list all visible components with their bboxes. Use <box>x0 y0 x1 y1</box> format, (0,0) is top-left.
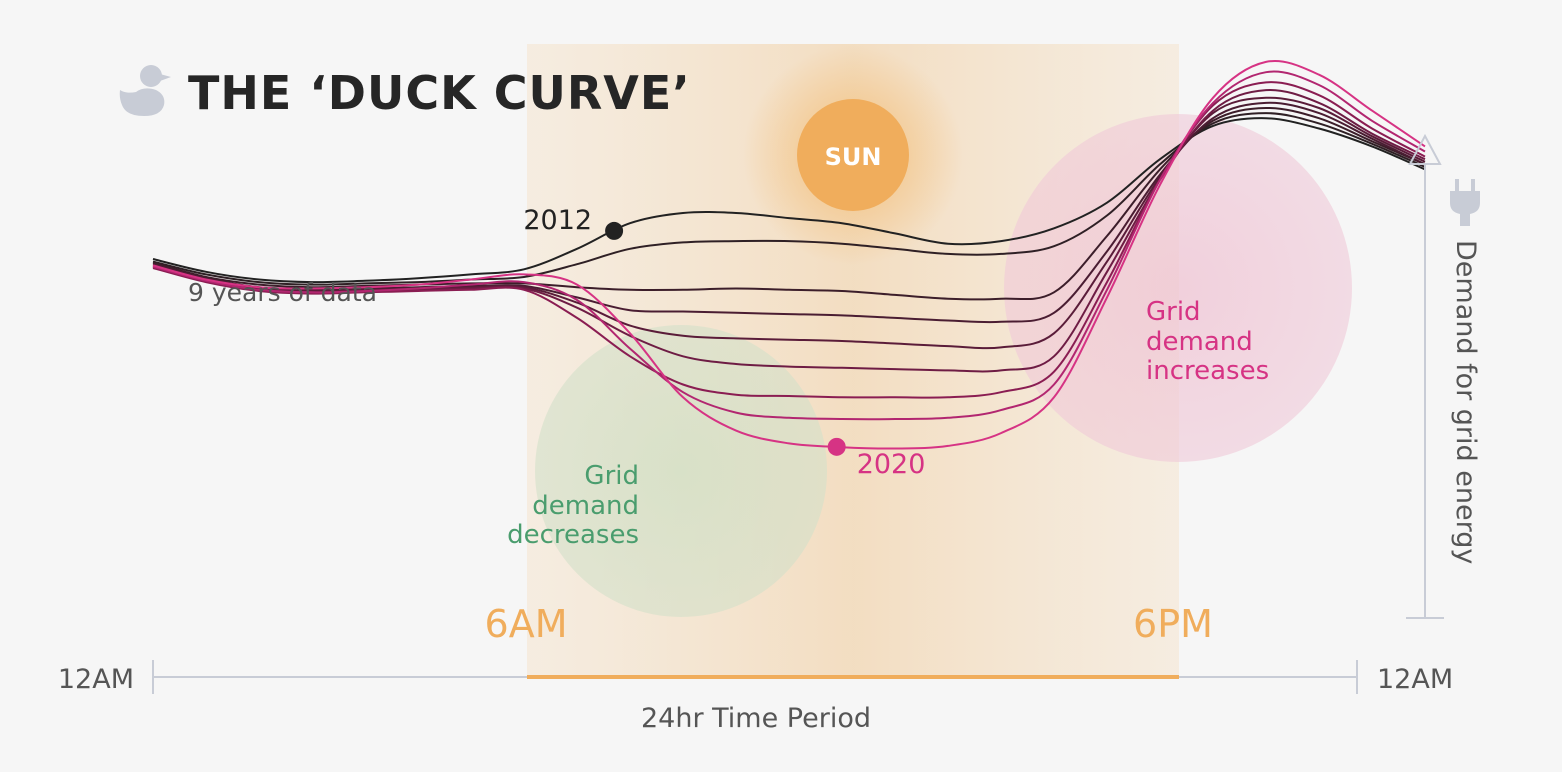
plug-icon <box>1450 179 1480 226</box>
y-axis-label: Demand for grid energy <box>1450 240 1481 564</box>
decrease-circle <box>535 325 827 617</box>
series-line-4 <box>152 96 1426 350</box>
series-line-1 <box>152 112 1426 286</box>
sun-label: SUN <box>825 143 882 171</box>
points-layer: 2012 2020 <box>523 205 925 480</box>
increase-line-2: demand <box>1146 327 1253 357</box>
x-tick-12am-end: 12AM <box>1377 664 1453 695</box>
chart-title: THE ‘DUCK CURVE’ <box>188 66 691 120</box>
increase-circle <box>1004 114 1352 462</box>
series-line-0 <box>152 117 1426 284</box>
point-label-2012: 2012 <box>523 205 592 236</box>
series-line-7 <box>152 70 1426 421</box>
x-tick-6pm: 6PM <box>1133 602 1213 646</box>
decrease-line-1: Grid <box>584 461 639 491</box>
point-marker-2020 <box>827 437 846 456</box>
point-marker-2012 <box>605 221 624 240</box>
point-label-2020: 2020 <box>857 449 926 480</box>
y-axis-arrow-icon <box>1408 133 1442 165</box>
increase-line-1: Grid <box>1146 297 1201 327</box>
sun <box>797 99 909 211</box>
years-note: 9 years of data <box>188 278 377 307</box>
series-line-3 <box>152 101 1426 324</box>
series-line-6 <box>152 81 1426 399</box>
duck-icon <box>119 65 171 116</box>
increase-annotation: Grid demand increases <box>1146 297 1269 386</box>
increase-line-3: increases <box>1146 356 1269 386</box>
x-tick-6am: 6AM <box>485 602 568 646</box>
series-line-2 <box>152 106 1426 301</box>
series-layer <box>152 60 1426 450</box>
decrease-line-2: demand <box>532 491 639 521</box>
decrease-line-3: decreases <box>507 520 639 550</box>
x-axis-label: 24hr Time Period <box>641 703 871 734</box>
decrease-annotation: Grid demand decreases <box>507 461 639 550</box>
x-tick-12am-start: 12AM <box>58 664 134 695</box>
series-line-8 <box>152 60 1426 450</box>
